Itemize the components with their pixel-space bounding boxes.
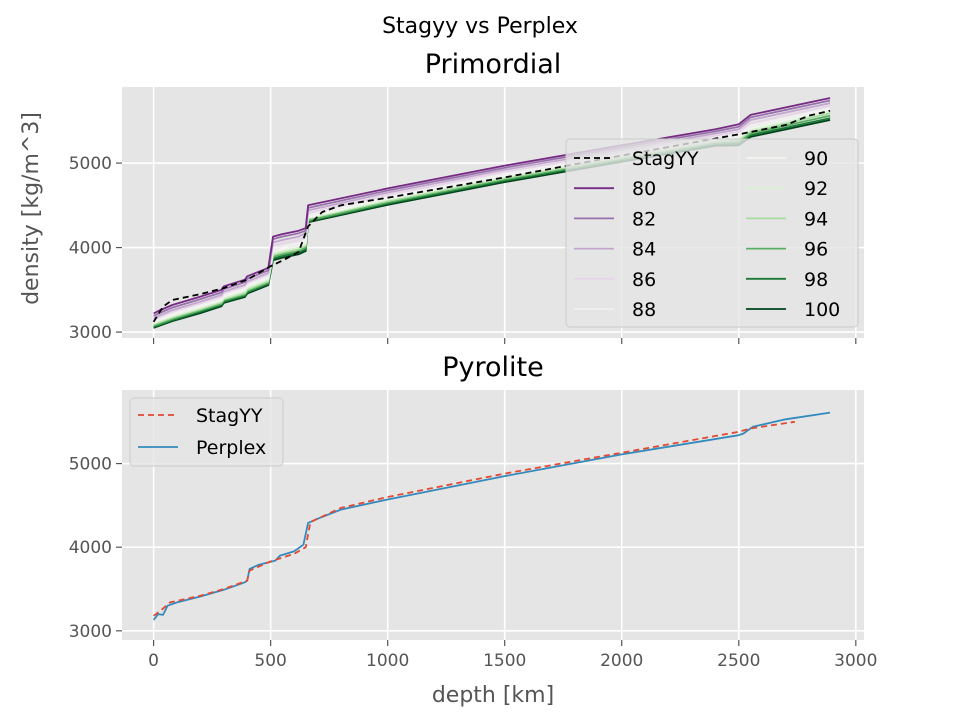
series-line-perplex (152, 411, 831, 621)
legend-label-96: 96 (804, 239, 828, 261)
x-tick-label: 500 (254, 651, 286, 671)
y-axis-label: density [kg/m^3] (19, 112, 44, 305)
legend-label-94: 94 (804, 208, 828, 230)
legend-label-stagyy: StagYY (632, 148, 699, 170)
legend-label-stagyy: StagYY (196, 405, 263, 427)
axes-title: Pyrolite (442, 352, 544, 383)
x-tick-label: 1500 (483, 651, 526, 671)
y-tick-label: 3000 (69, 323, 112, 343)
series-line-stagyy (152, 109, 831, 323)
x-axis-label: depth [km] (432, 683, 554, 708)
x-tick-label: 3000 (834, 651, 877, 671)
legend-label-80: 80 (632, 178, 656, 200)
y-tick-label: 4000 (69, 239, 112, 259)
legend-label-82: 82 (632, 208, 656, 230)
x-tick-label: 2500 (717, 651, 760, 671)
legend-label-88: 88 (632, 299, 656, 321)
legend-label-84: 84 (632, 239, 656, 261)
legend-label-86: 86 (632, 269, 656, 291)
x-tick-label: 2000 (600, 651, 643, 671)
pyrolite-panel: Pyrolite 0 500 1000 1500 2000 2500 3000 3000 4000… (69, 352, 878, 708)
y-tick-label: 3000 (69, 622, 112, 642)
y-tick-label: 5000 (69, 154, 112, 174)
y-tick-label: 4000 (69, 538, 112, 558)
x-tick-label: 0 (148, 651, 159, 671)
figure-suptitle: Stagyy vs Perplex (382, 14, 578, 39)
y-tick-label: 5000 (69, 455, 112, 475)
legend-frame (565, 138, 859, 328)
series-group (152, 411, 831, 621)
x-tick-label: 1000 (366, 651, 409, 671)
series-line-82 (153, 99, 831, 317)
primordial-panel: Primordial 3000 4000 5000 density [kg/m^3] St… (19, 49, 864, 344)
legend: StagYY 80 82 84 86 88 90 92 94 96 98 100 (565, 138, 859, 328)
legend-label-100: 100 (804, 299, 840, 321)
legend: StagYY Perplex (129, 397, 284, 467)
legend-label-perplex: Perplex (196, 437, 266, 459)
series-line-80 (153, 97, 831, 315)
legend-label-90: 90 (804, 148, 828, 170)
axes-title: Primordial (425, 49, 562, 80)
legend-label-98: 98 (804, 269, 828, 291)
legend-label-92: 92 (804, 178, 828, 200)
